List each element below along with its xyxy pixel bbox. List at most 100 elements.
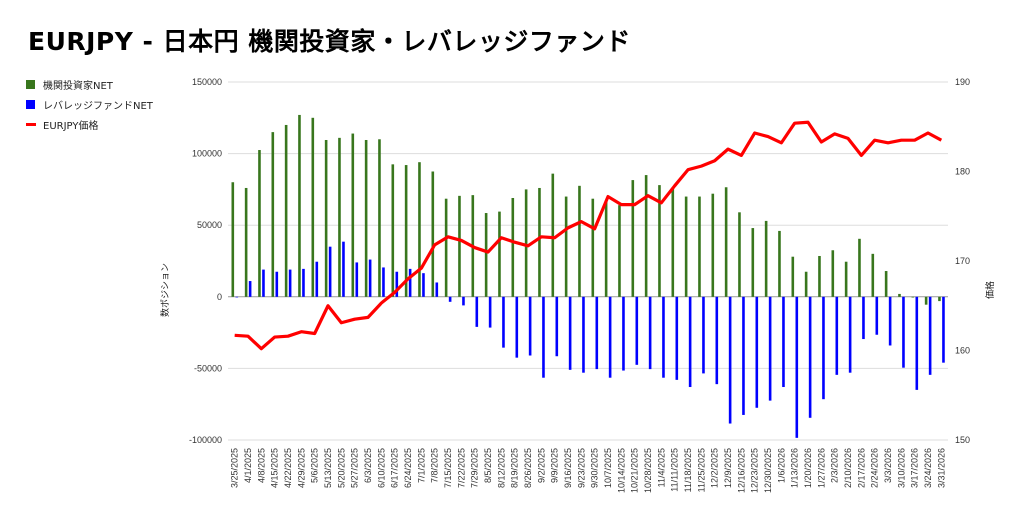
bar-institutional [551,173,555,297]
bar-institutional [898,293,901,297]
y-tick-label: -100000 [189,435,222,445]
x-tick-label: 1/27/2026 [816,448,826,488]
chart-title: EURJPY - 日本円 機関投資家・レバレッジファンド [28,27,631,56]
x-tick-label: 9/30/2025 [590,448,600,488]
bar-leveraged [528,296,532,356]
bar-institutional [644,175,648,297]
x-tick-label: 3/31/2026 [936,448,946,488]
y2-axis-title: 価格 [984,281,996,299]
bar-leveraged [275,271,279,297]
bar-institutional [804,271,808,297]
x-tick-label: 7/15/2025 [443,448,453,488]
bar-institutional [391,164,395,297]
bar-leveraged [675,296,679,380]
x-tick-label: 11/4/2025 [656,448,666,487]
x-tick-label: 4/22/2025 [283,448,293,488]
x-tick-label: 6/24/2025 [403,448,413,488]
y-tick-label: 0 [217,292,222,302]
bar-leveraged [608,296,612,378]
x-tick-label: 1/20/2026 [803,448,813,488]
bar-leveraged [875,296,879,335]
x-tick-label: 2/17/2026 [856,448,866,488]
x-tick-label: 8/5/2025 [483,448,493,483]
bar-institutional [338,137,341,297]
y-tick-label: 50000 [197,220,222,230]
bar-leveraged [702,296,705,374]
bar-leveraged [648,296,652,370]
bar-leveraged [235,296,239,298]
bar-institutional [591,198,595,297]
bar-leveraged [942,296,945,363]
bar-institutional [658,185,661,297]
bar-institutional [498,211,501,297]
x-tick-label: 4/8/2025 [256,448,266,483]
x-tick-label: 11/11/2025 [670,448,680,492]
x-tick-label: 10/21/2025 [630,448,640,493]
x-tick-label: 7/22/2025 [456,448,466,488]
y-axis-title: 数ポジション [159,263,171,317]
legend-label: レバレッジファンドNET [43,100,153,112]
bar-institutional [484,213,488,297]
x-tick-label: 5/20/2025 [336,448,346,488]
bar-institutional [764,220,768,297]
bar-leveraged [342,241,345,297]
legend-swatch-blue [26,99,35,109]
bar-leveraged [808,296,812,418]
bar-institutional [818,255,821,297]
bar-leveraged [728,296,732,424]
bar-leveraged [835,296,839,375]
bar-institutional [231,182,235,297]
x-tick-label: 7/8/2025 [430,448,440,483]
y2-tick-label: 160 [955,346,970,356]
x-tick-label: 6/10/2025 [376,448,386,488]
x-tick-label: 9/23/2025 [576,448,586,488]
bar-leveraged [568,296,572,370]
bar-leveraged [688,296,692,388]
bar-institutional [938,296,941,302]
bar-institutional [284,124,288,297]
bar-leveraged [595,296,599,370]
bar-leveraged [888,296,892,346]
bar-institutional [378,139,381,297]
x-tick-label: 9/2/2025 [536,448,546,483]
bar-leveraged [408,268,412,297]
y2-tick-label: 150 [955,435,970,445]
bar-institutional [844,261,848,297]
bar-institutional [444,198,448,297]
bar-leveraged [488,296,492,328]
bar-institutional [831,250,835,297]
bar-leveraged [248,281,252,297]
bar-institutional [911,296,915,298]
bar-institutional [631,180,635,297]
bar-leveraged [462,296,465,306]
x-tick-label: 3/17/2026 [910,448,920,488]
x-tick-label: 3/3/2026 [883,448,893,483]
bar-institutional [738,212,741,297]
x-tick-label: 8/26/2025 [523,448,533,488]
bar-institutional [578,185,581,297]
legend-item-institutional: 機関投資家NET [26,74,153,94]
bar-leveraged [755,296,759,408]
legend-label: 機関投資家NET [43,80,113,92]
bar-institutional [778,230,781,297]
x-tick-label: 5/13/2025 [323,448,333,488]
legend-item-leveraged: レバレッジファンドNET [26,94,153,114]
x-tick-label: 2/10/2026 [843,448,853,488]
bar-institutional [711,193,715,297]
bar-leveraged [862,296,865,340]
x-tick-label: 8/19/2025 [510,448,520,488]
bar-leveraged [395,271,399,297]
bar-institutional [871,253,875,297]
x-tick-label: 7/1/2025 [416,448,426,483]
bar-institutional [684,196,688,297]
bar-leveraged [795,296,799,438]
bar-institutional [791,256,795,297]
bar-leveraged [515,296,519,358]
x-tick-label: 4/1/2025 [243,448,253,483]
bar-institutional [604,201,608,297]
bar-institutional [924,296,928,305]
bar-institutional [564,196,568,297]
x-tick-label: 10/7/2025 [603,448,613,488]
bar-leveraged [902,296,905,368]
